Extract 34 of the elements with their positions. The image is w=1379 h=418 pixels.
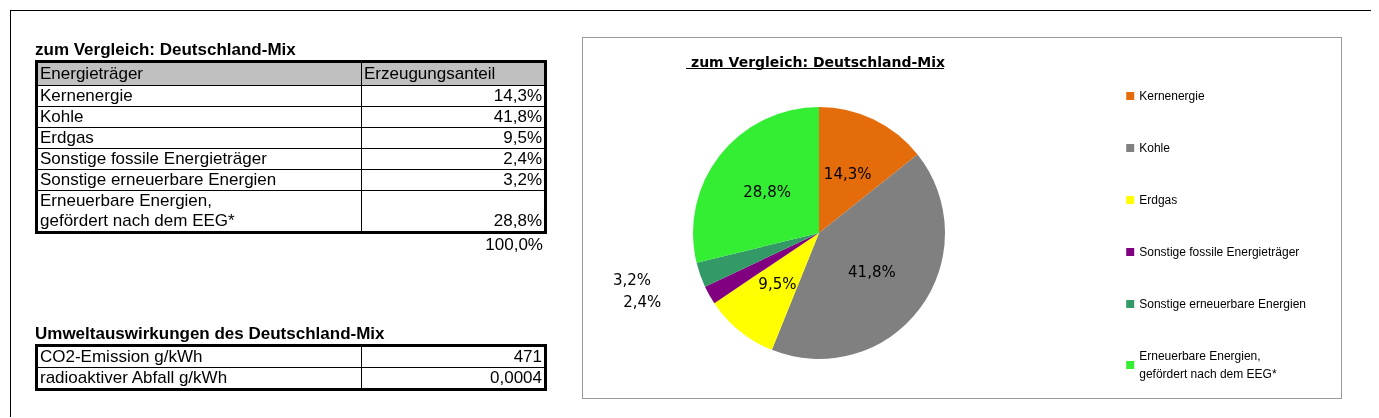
chart-title: zum Vergleich: Deutschland-Mix <box>691 54 946 70</box>
category-label: CO2-Emission g/kWh <box>36 345 362 368</box>
category-label: radioaktiver Abfall g/kWh <box>36 367 362 390</box>
category-label: Erneuerbare Energien, gefördert nach dem EEG* <box>36 190 362 233</box>
data-label: 28,8% <box>743 183 791 202</box>
category-label: Kohle <box>36 106 362 128</box>
text: 9,5% <box>503 128 542 147</box>
data-label: 3,2% <box>612 270 652 289</box>
text: 100,0% <box>484 234 544 256</box>
text: 0,0004 <box>490 368 542 387</box>
text: 14,3% <box>493 86 542 105</box>
legend-label: Kernenergie <box>1139 89 1205 103</box>
data-label: 41,8% <box>848 263 896 282</box>
text: Umweltauswirkungen des Deutschland-Mix <box>35 324 386 344</box>
data-label: 14,3% <box>823 164 872 183</box>
text: zum Vergleich: Deutschland-Mix <box>35 40 297 60</box>
category-label: Sonstige fossile Energieträger <box>36 148 362 170</box>
legend-label: Kohle <box>1139 141 1171 155</box>
category-label: Sonstige erneuerbare Energien <box>36 169 362 191</box>
data-label: 2,4% <box>623 293 662 312</box>
text: 471 <box>513 347 542 366</box>
text: 2,4% <box>503 149 542 168</box>
text: 3,2% <box>503 170 542 189</box>
legend-label: Erdgas <box>1139 193 1178 207</box>
text: 41,8% <box>493 107 542 126</box>
text: Erzeugungsanteil <box>361 61 546 86</box>
category-label: Erdgas <box>36 127 362 149</box>
data-label: 9,5% <box>758 275 797 294</box>
legend-label: Erneuerbare Energien, gefördert nach dem EEG* <box>1139 349 1277 381</box>
text: Energieträger <box>36 61 362 86</box>
legend-label: Sonstige fossile Energieträger <box>1139 245 1300 259</box>
legend-label: Sonstige erneuerbare Energien <box>1139 297 1306 311</box>
text: 28,8% <box>493 211 542 230</box>
category-label: Kernenergie <box>36 85 362 107</box>
